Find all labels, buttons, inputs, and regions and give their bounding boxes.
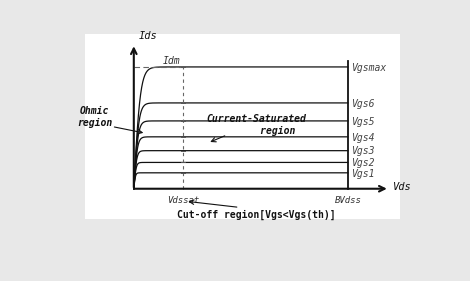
Text: Ids: Ids [139,31,157,41]
Text: BVdss: BVdss [334,196,361,205]
Text: Ohmic
region: Ohmic region [77,106,112,128]
Text: Vgs4: Vgs4 [352,133,375,142]
Text: Current-Saturated
       region: Current-Saturated region [207,114,307,136]
Text: Vgs2: Vgs2 [352,158,375,168]
Text: Vgsmax: Vgsmax [352,63,387,72]
Text: Vgs5: Vgs5 [352,117,375,127]
Text: Idm: Idm [163,56,180,65]
Text: Cut-off region[Vgs<Vgs(th)]: Cut-off region[Vgs<Vgs(th)] [178,210,336,220]
Text: Vgs1: Vgs1 [352,169,375,178]
Text: Vgs3: Vgs3 [352,146,375,156]
Text: Vdssat: Vdssat [167,196,199,205]
Text: Vgs6: Vgs6 [352,99,375,109]
Text: Vds: Vds [393,182,412,192]
